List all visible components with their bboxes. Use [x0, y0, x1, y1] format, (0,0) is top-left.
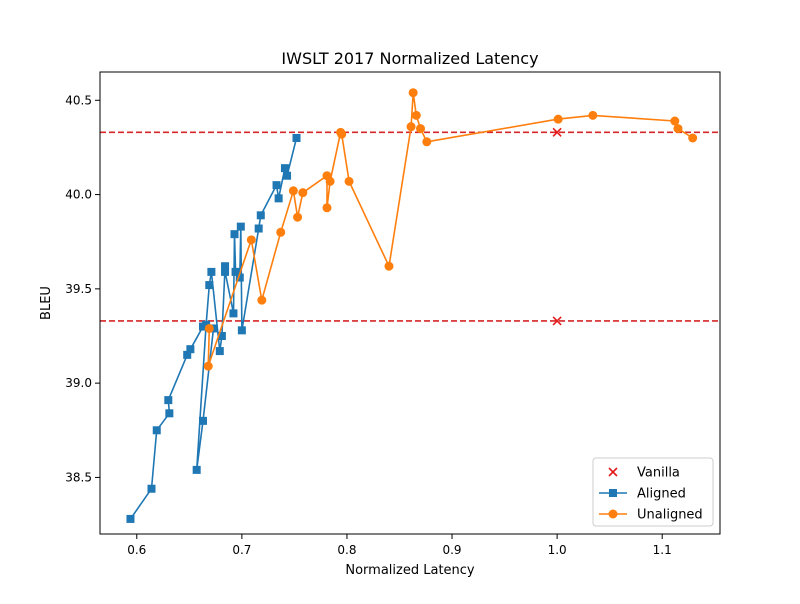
point-unaligned-21: [553, 114, 563, 124]
legend-entry-unaligned: Unaligned: [599, 508, 703, 523]
point-aligned-22: [235, 273, 244, 282]
point-aligned-27: [272, 181, 281, 190]
point-unaligned-20: [422, 137, 432, 147]
y-axis-label: BLEU: [39, 286, 54, 320]
point-aligned-23: [236, 222, 245, 231]
point-unaligned-2: [203, 361, 213, 371]
point-unaligned-14: [344, 176, 354, 186]
y-tick-label: 40.5: [65, 93, 92, 107]
point-unaligned-11: [325, 176, 335, 186]
point-unaligned-8: [298, 188, 308, 198]
y-tick-label: 39.5: [65, 282, 92, 296]
point-aligned-24: [237, 326, 246, 335]
point-aligned-29: [280, 164, 289, 173]
point-aligned-20: [230, 230, 239, 239]
axis-ticks: 0.6 0.7 0.8 0.9 1.0 1.1 38.5 39.0 39.5 40.0 40.5: [65, 93, 671, 557]
y-tick-label: 38.5: [65, 470, 92, 484]
point-aligned-14: [207, 267, 216, 276]
point-unaligned-7: [293, 212, 303, 222]
point-aligned-19: [229, 309, 238, 318]
point-unaligned-6: [288, 186, 298, 196]
point-unaligned-17: [408, 88, 418, 98]
x-tick-label: 1.0: [548, 543, 567, 557]
point-aligned-1: [126, 514, 135, 523]
point-unaligned-25: [688, 133, 698, 143]
point-aligned-11: [192, 465, 201, 474]
legend-label-unaligned: Unaligned: [637, 508, 703, 523]
x-tick-label: 0.6: [127, 543, 146, 557]
point-unaligned-15: [384, 261, 394, 271]
chart-title: IWSLT 2017 Normalized Latency: [281, 49, 538, 68]
point-aligned-7: [186, 345, 195, 354]
legend-box: [592, 457, 714, 527]
point-aligned-5: [164, 396, 173, 405]
point-aligned-12: [202, 320, 211, 329]
point-unaligned-10: [322, 203, 332, 213]
legend-marker-vanilla-b: [608, 467, 618, 477]
point-aligned-15: [215, 347, 224, 356]
point-unaligned-13: [337, 129, 347, 139]
x-tick-label: 1.1: [653, 543, 672, 557]
plot-area: [100, 88, 720, 523]
point-aligned-26: [256, 211, 265, 220]
point-unaligned-24: [673, 124, 683, 134]
point-aligned-4: [165, 409, 174, 418]
point-vanilla-2: [552, 316, 562, 326]
legend-marker-aligned: [609, 489, 617, 497]
point-aligned-3: [152, 426, 161, 435]
point-aligned-17: [221, 262, 230, 271]
point-unaligned-18: [411, 110, 421, 120]
x-tick-label: 0.7: [232, 543, 251, 557]
point-vanilla-1: [552, 127, 562, 137]
x-axis-label: Normalized Latency: [345, 563, 475, 578]
point-aligned-21: [231, 267, 240, 276]
x-tick-label: 0.8: [337, 543, 356, 557]
legend-entry-vanilla: Vanilla: [608, 466, 680, 481]
plot-content: [100, 88, 720, 523]
point-aligned-6: [183, 350, 192, 359]
point-aligned-13: [205, 281, 214, 290]
y-tick-label: 39.0: [65, 376, 92, 390]
point-vanilla-1-stroke-b: [552, 127, 562, 137]
x-tick-label: 0.9: [442, 543, 461, 557]
point-aligned-2: [147, 484, 156, 493]
point-unaligned-4: [257, 295, 267, 305]
point-unaligned-3: [246, 235, 256, 245]
axes-frame: [99, 71, 721, 535]
legend-label-vanilla: Vanilla: [637, 466, 680, 481]
legend: Vanilla Aligned Unaligned: [592, 457, 714, 527]
legend-label-aligned: Aligned: [637, 487, 686, 502]
y-tick-label: 40.0: [65, 188, 92, 202]
point-aligned-25: [254, 224, 263, 233]
point-aligned-31: [292, 134, 301, 142]
legend-entry-aligned: Aligned: [599, 487, 686, 502]
point-unaligned-5: [276, 227, 286, 237]
legend-marker-unaligned: [608, 509, 618, 519]
point-aligned-30: [283, 171, 292, 180]
point-aligned-28: [274, 194, 283, 203]
point-aligned-16: [217, 332, 226, 340]
point-aligned-10: [198, 416, 207, 425]
point-aligned-18: [221, 267, 230, 276]
point-unaligned-19: [416, 124, 426, 134]
point-unaligned-16: [406, 122, 416, 132]
point-unaligned-22: [588, 110, 598, 120]
point-unaligned-23: [670, 116, 680, 126]
point-vanilla-2-stroke-b: [552, 316, 562, 326]
point-unaligned-1: [204, 323, 214, 333]
